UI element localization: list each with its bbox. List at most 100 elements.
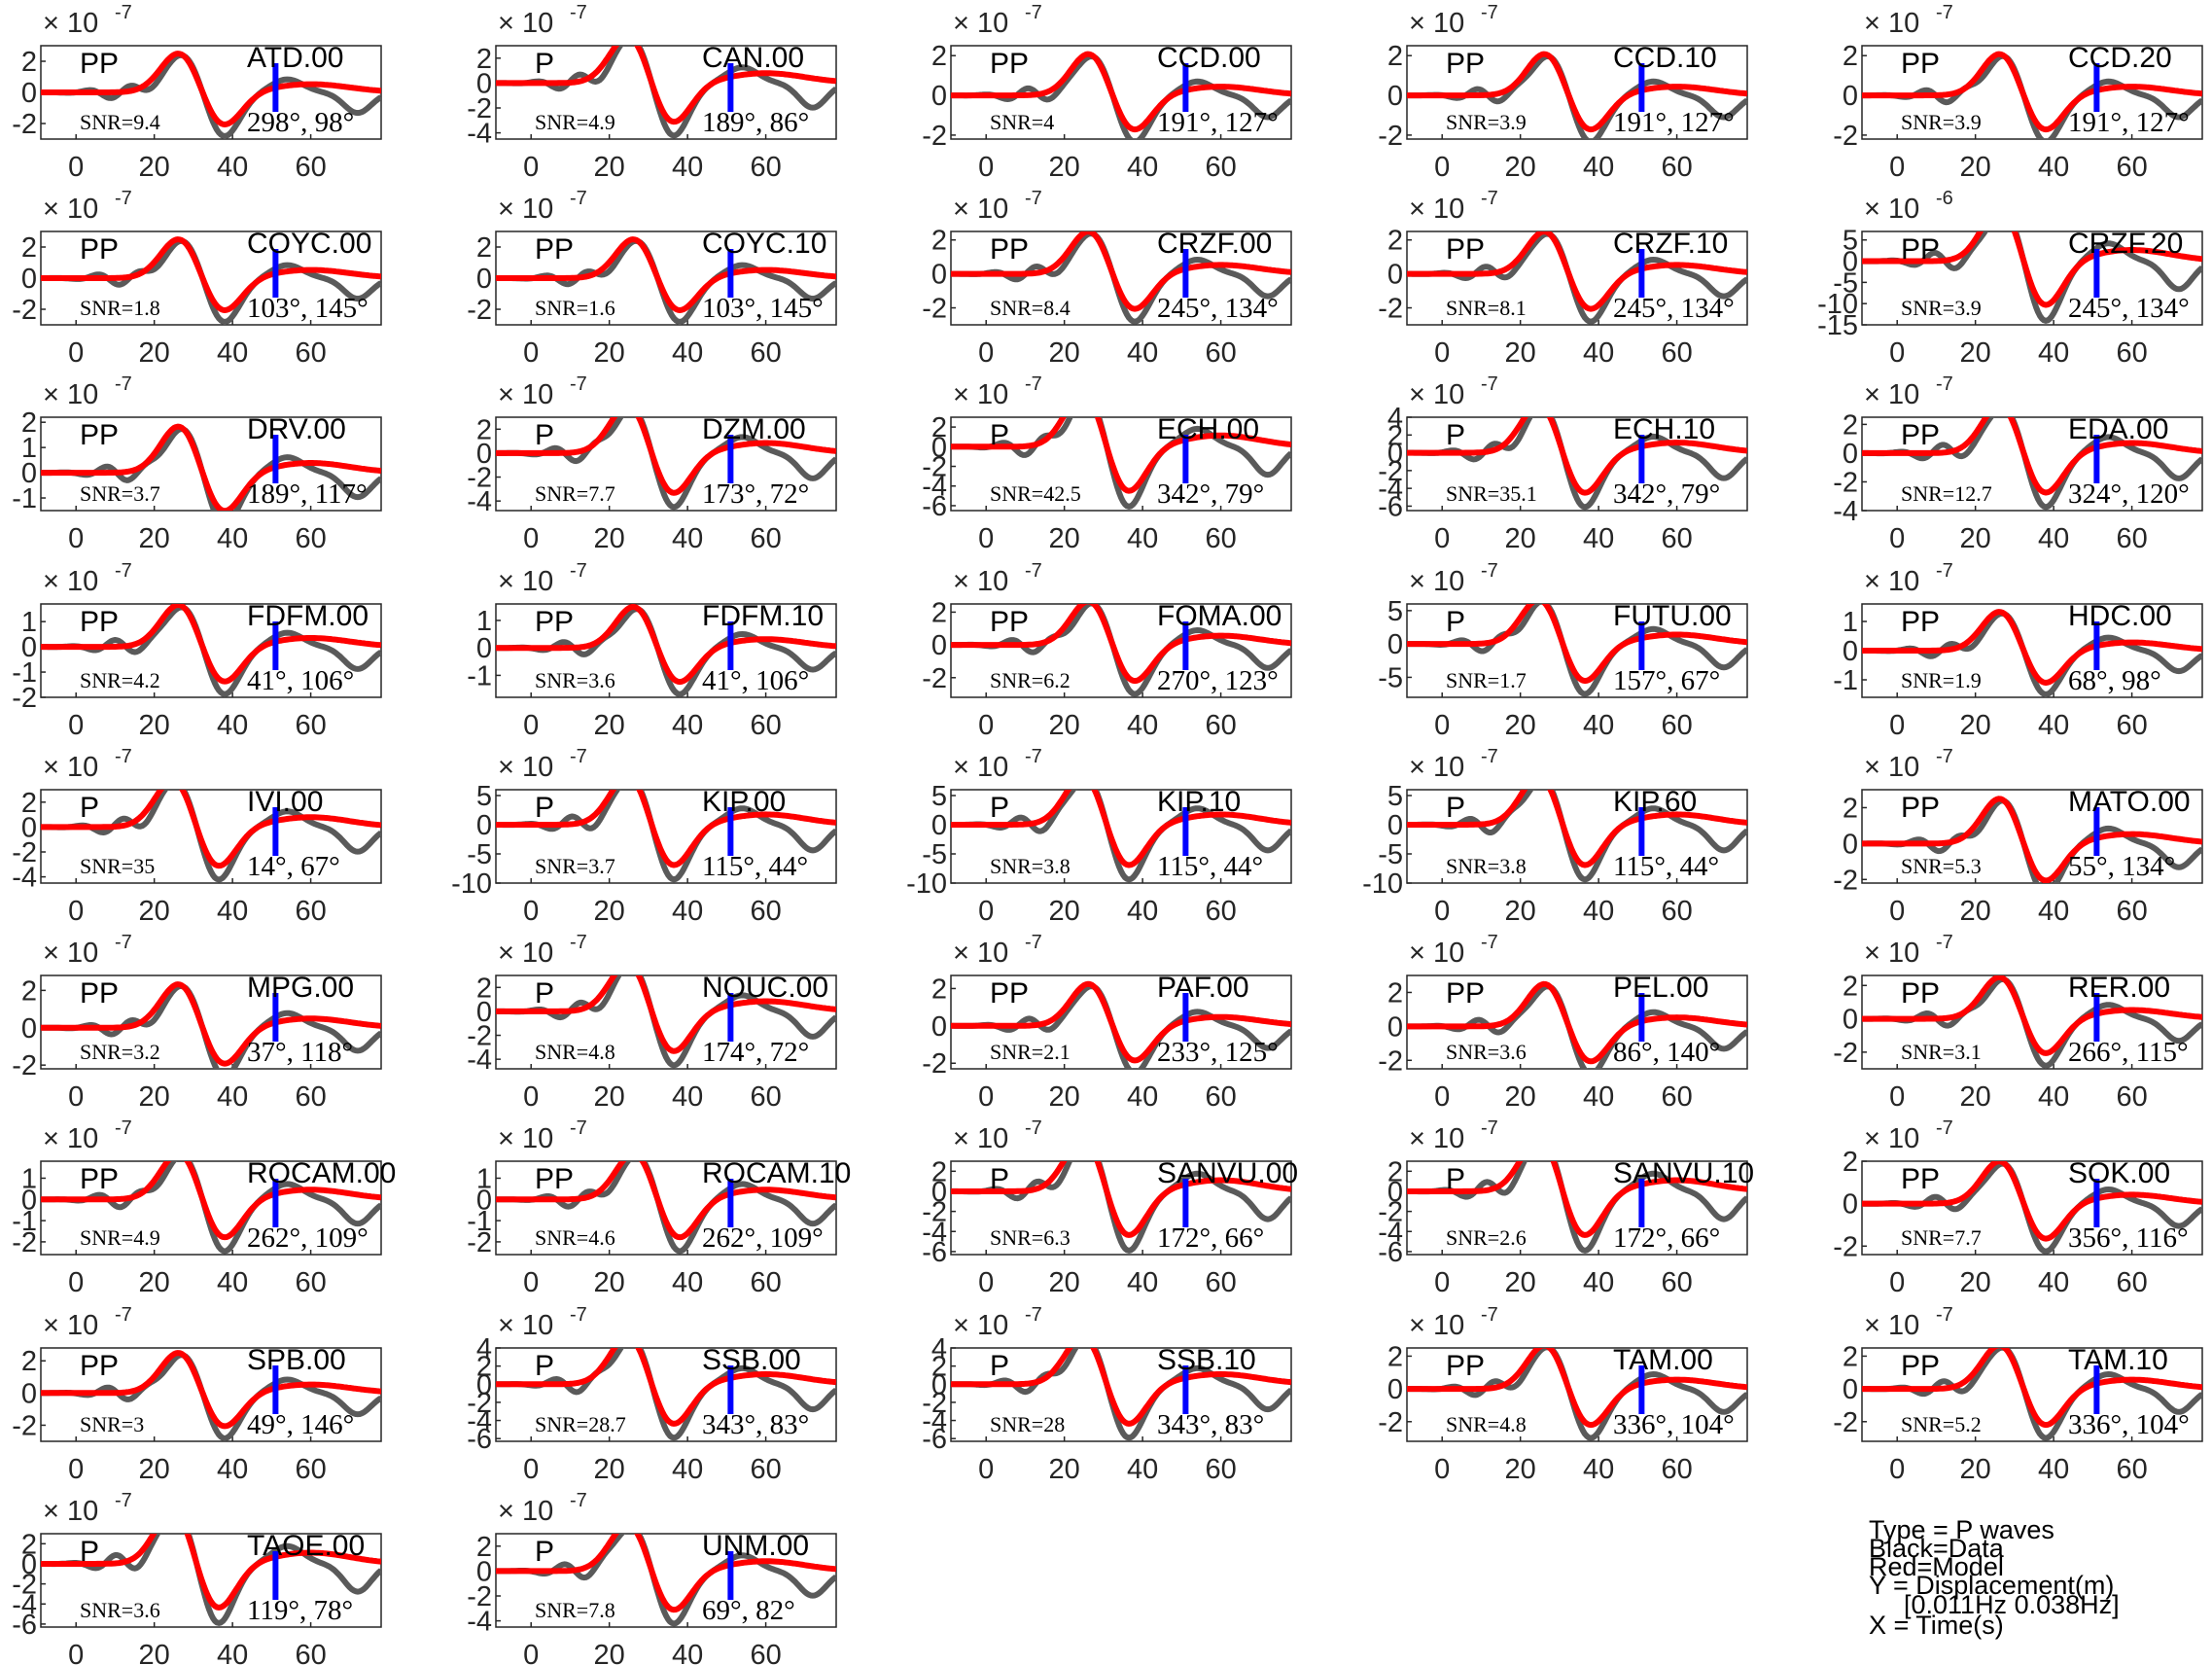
- model-trace: [1862, 51, 2202, 133]
- y-tick-label: 0: [1387, 81, 1403, 112]
- model-trace: [1407, 417, 1747, 496]
- phase-label: PP: [535, 233, 574, 266]
- y-multiplier-exponent: -7: [115, 746, 132, 767]
- angles-label: 172°, 66°: [1157, 1222, 1264, 1254]
- x-tick-label: 60: [1661, 710, 1692, 741]
- x-tick-label: 60: [295, 523, 326, 554]
- x-tick-label: 0: [1889, 523, 1905, 554]
- phase-label: P: [535, 1350, 554, 1382]
- y-tick-label: 5: [1387, 596, 1403, 627]
- model-trace: [41, 1350, 381, 1430]
- model-trace: [951, 231, 1291, 312]
- data-trace: [951, 417, 1291, 510]
- y-tick-label: -2: [467, 463, 492, 494]
- axes-box: [495, 1347, 837, 1442]
- station-label: HDC.00: [2068, 600, 2172, 632]
- y-tick-label: 2: [21, 1346, 37, 1377]
- info-line: Type = P waves: [1869, 1515, 2054, 1544]
- phase-label: P: [535, 419, 554, 451]
- x-tick-label: 0: [978, 523, 994, 554]
- x-tick-label: 20: [1505, 896, 1536, 927]
- y-multiplier-exponent: -7: [115, 560, 132, 582]
- y-multiplier-exponent: -7: [1936, 560, 1953, 582]
- y-multiplier-exponent: -7: [570, 1117, 587, 1139]
- y-tick-label: -1: [467, 660, 492, 691]
- model-trace: [41, 604, 381, 685]
- x-tick-label: 20: [594, 337, 625, 369]
- station-label: KIP.60: [1613, 786, 1697, 818]
- x-tick-label: 60: [1205, 523, 1236, 554]
- snr-label: SNR=3.8: [1446, 854, 1527, 878]
- x-tick-label: 60: [2116, 1267, 2147, 1298]
- phase-label: PP: [80, 233, 119, 266]
- x-tick-label: 60: [1205, 1267, 1236, 1298]
- y-tick-label: -4: [1378, 474, 1403, 505]
- y-multiplier-exponent: -6: [1936, 188, 1953, 209]
- model-trace: [951, 51, 1291, 133]
- y-tick-label: 2: [21, 47, 37, 78]
- station-label: EDA.00: [2068, 413, 2168, 445]
- axes-box: [40, 603, 382, 698]
- model-trace: [41, 236, 381, 313]
- y-tick-label: 0: [931, 432, 947, 463]
- x-tick-label: 40: [1127, 152, 1158, 183]
- snr-label: SNR=28: [990, 1412, 1065, 1436]
- station-label: FDFM.00: [247, 600, 369, 632]
- x-tick-label: 20: [139, 896, 170, 927]
- y-multiplier-exponent: -7: [1025, 188, 1042, 209]
- x-tick-label: 20: [1505, 1454, 1536, 1485]
- angles-label: 115°, 44°: [1157, 851, 1263, 882]
- angles-label: 189°, 86°: [702, 107, 809, 138]
- y-multiplier: × 10: [1864, 1123, 1919, 1154]
- y-tick-label: 2: [476, 973, 492, 1004]
- x-tick-label: 40: [672, 1081, 703, 1113]
- y-multiplier: × 10: [43, 566, 98, 597]
- y-tick-label: 0: [476, 264, 492, 295]
- x-tick-label: 60: [1661, 1267, 1692, 1298]
- axes-box: [1406, 416, 1748, 512]
- x-tick-label: 40: [1583, 710, 1614, 741]
- y-tick-label: 0: [21, 812, 37, 843]
- y-multiplier: × 10: [1864, 566, 1919, 597]
- phase-label: P: [80, 792, 99, 824]
- x-tick-label: 20: [1505, 523, 1536, 554]
- y-tick-label: 1: [476, 606, 492, 637]
- x-tick-label: 20: [139, 1081, 170, 1113]
- y-multiplier: × 10: [43, 194, 98, 225]
- y-multiplier-exponent: -7: [570, 2, 587, 23]
- x-tick-label: 0: [978, 710, 994, 741]
- x-tick-label: 20: [139, 1267, 170, 1298]
- y-tick-label: -2: [12, 1570, 37, 1601]
- x-tick-label: 0: [978, 896, 994, 927]
- station-label: CAN.00: [702, 42, 804, 74]
- y-multiplier-exponent: -7: [1025, 2, 1042, 23]
- y-multiplier: × 10: [1409, 566, 1464, 597]
- data-trace: [1407, 231, 1747, 325]
- x-tick-label: 0: [1889, 152, 1905, 183]
- x-tick-label: 40: [1127, 896, 1158, 927]
- data-trace: [1407, 604, 1747, 697]
- x-tick-label: 60: [295, 1267, 326, 1298]
- x-tick-label: 40: [1127, 1081, 1158, 1113]
- x-tick-label: 40: [2038, 523, 2069, 554]
- x-tick-label: 40: [672, 337, 703, 369]
- station-label: ECH.00: [1157, 413, 1259, 445]
- y-tick-label: 0: [476, 439, 492, 470]
- x-tick-label: 20: [1960, 152, 1991, 183]
- angles-label: 262°, 109°: [247, 1222, 369, 1254]
- y-multiplier: × 10: [43, 379, 98, 410]
- y-tick-label: -1: [12, 657, 37, 689]
- x-tick-label: 0: [1889, 710, 1905, 741]
- snr-label: SNR=3.7: [535, 854, 615, 878]
- angles-label: 103°, 145°: [247, 293, 369, 324]
- y-tick-label: -5: [1378, 839, 1403, 870]
